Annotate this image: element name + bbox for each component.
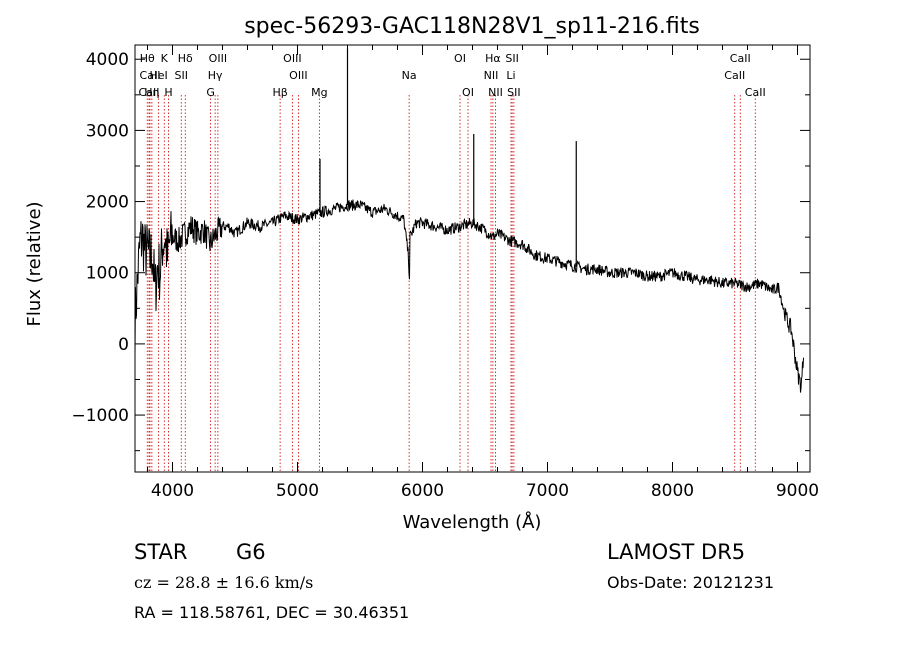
spectral-line-label: OI [462, 86, 474, 99]
axes: 4000 5000 6000 7000 8000 9000 −1000 0 1000 2000 30… [71, 45, 819, 501]
y-tick-label: 4000 [86, 50, 129, 70]
y-tick-label: 0 [118, 335, 129, 355]
y-tick-label: 1000 [86, 264, 129, 284]
spectral-line-label: Hδ [178, 52, 193, 65]
y-axis-label: Flux (relative) [24, 201, 45, 326]
spectral-line-label: OI [454, 52, 466, 65]
plot-frame [134, 44, 811, 473]
spectral-line-label: Na [402, 69, 417, 82]
spectral-line-label: Hη [144, 86, 159, 99]
spectral-line-label: SII [175, 69, 188, 82]
spectrum-series [134, 48, 804, 393]
spectral-line-label: OIII [209, 52, 227, 65]
spectral-line-label: CaII [745, 86, 766, 99]
y-tick-label: −1000 [71, 406, 129, 426]
y-tick-label: 2000 [86, 193, 129, 213]
ra-dec: RA = 118.58761, DEC = 30.46351 [134, 603, 410, 622]
y-tick-label: 3000 [86, 121, 129, 141]
chart-title: spec-56293-GAC118N28V1_sp11-216.fits [244, 14, 700, 39]
obs-date: Obs-Date: 20121231 [607, 573, 775, 592]
x-tick-label: 9000 [776, 481, 819, 501]
spectral-line-label: Li [506, 69, 515, 82]
x-axis-label: Wavelength (Å) [403, 511, 542, 533]
spectrum-line [134, 199, 804, 393]
object-class: STAR [134, 540, 188, 564]
spectral-line-label: Hθ [140, 52, 155, 65]
x-tick-label: 4000 [151, 481, 194, 501]
survey-label: LAMOST DR5 [607, 540, 746, 564]
spectral-line-label: K [161, 52, 169, 65]
x-tick-label: 7000 [526, 481, 569, 501]
spectral-line-label: Mg [311, 86, 327, 99]
spectral-line-label: CaII [730, 52, 751, 65]
spectral-line-label: NII [488, 86, 503, 99]
x-tick-label: 8000 [651, 481, 694, 501]
spectral-line-label: CaII [140, 69, 161, 82]
spectral-line-label: OIII [283, 52, 301, 65]
x-tick-label: 5000 [276, 481, 319, 501]
redshift-cz: cz = 28.8 ± 16.6 km/s [134, 573, 314, 592]
spectral-line-label: G [206, 86, 215, 99]
spectral-line-label: HeI [149, 69, 167, 82]
spectral-line-label: CaII [139, 86, 160, 99]
spectral-line-label: Hγ [208, 69, 223, 82]
spectral-line-label: CaII [724, 69, 745, 82]
spectral-line-label: Hα [485, 52, 501, 65]
spectral-line-label: H [164, 86, 172, 99]
x-tick-label: 6000 [401, 481, 444, 501]
spectral-line-label: SII [505, 52, 518, 65]
spectral-line-label: Hβ [272, 86, 287, 99]
spectral-line-label: NII [484, 69, 499, 82]
spectral-line-label: OIII [289, 69, 307, 82]
object-subclass: G6 [236, 540, 266, 564]
spectral-line-label: SII [507, 86, 520, 99]
